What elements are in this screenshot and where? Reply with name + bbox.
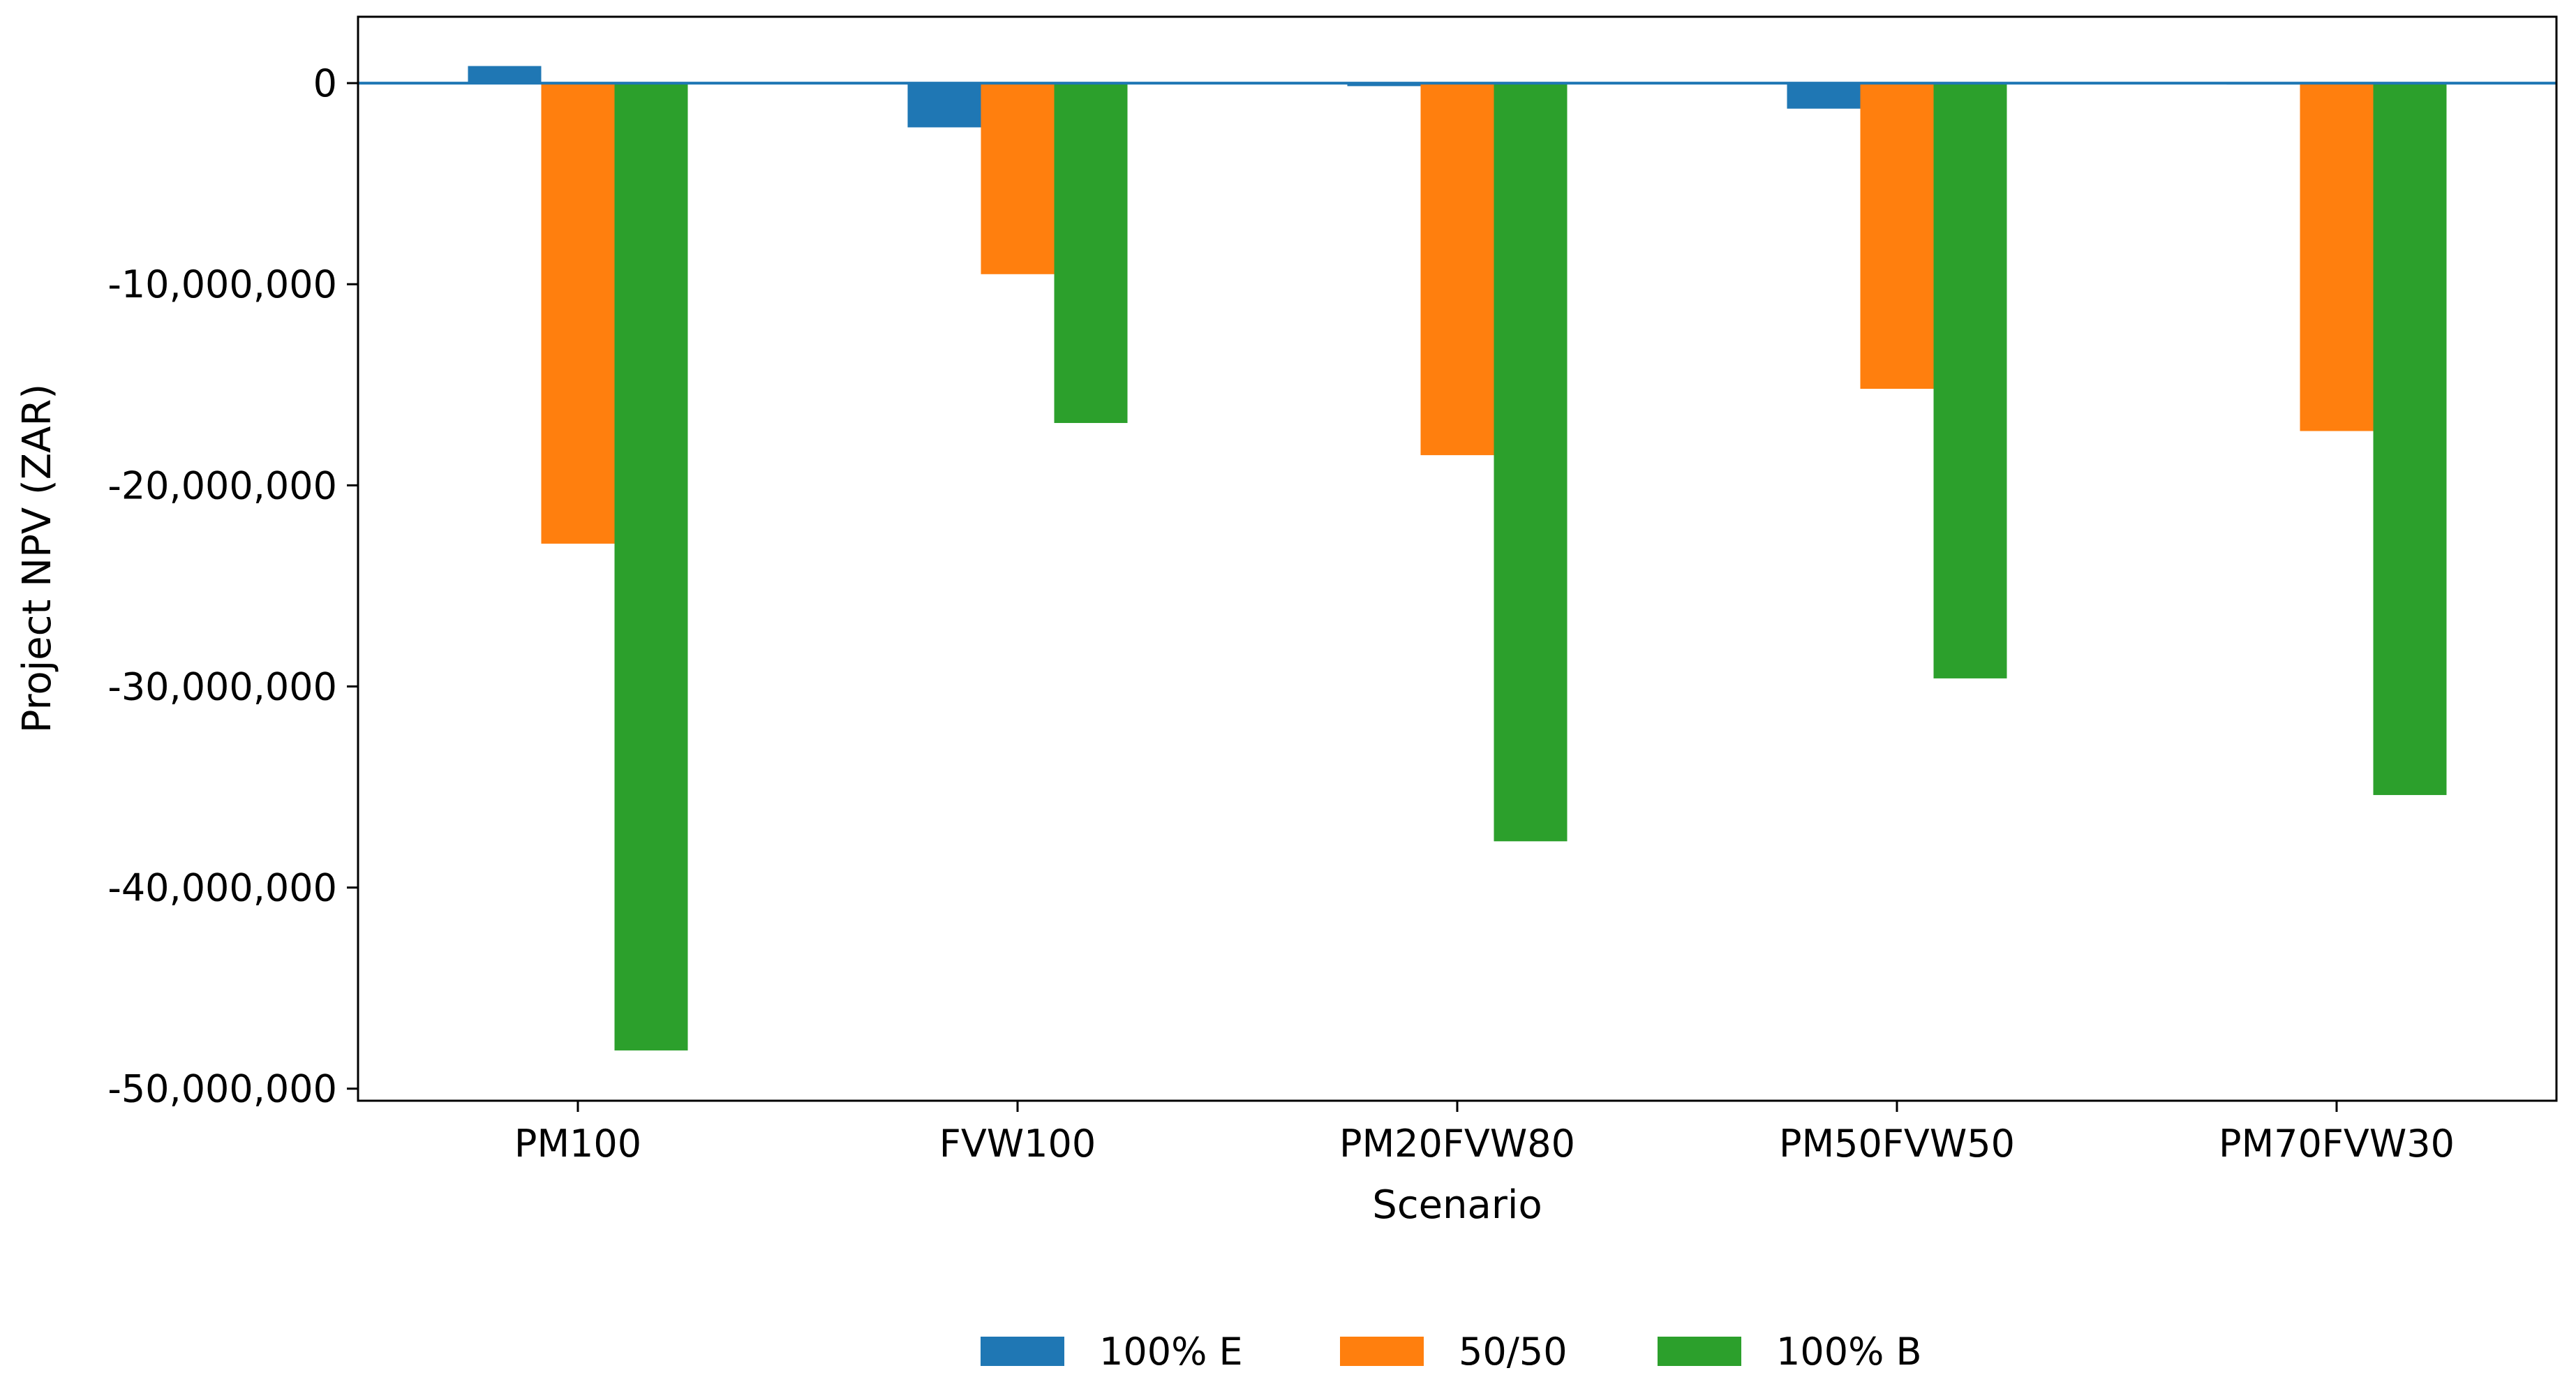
y-axis-label: Project NPV (ZAR)	[15, 384, 60, 733]
bar-pm100-0	[468, 66, 542, 84]
bars-layer	[468, 66, 2447, 1050]
y-tick-label: -30,000,000	[107, 664, 337, 708]
legend-label-1: 50/50	[1459, 1330, 1568, 1374]
y-tick-label: -10,000,000	[107, 262, 337, 306]
y-tick-label: 0	[313, 61, 337, 105]
legend-label-2: 100% B	[1776, 1330, 1922, 1374]
bar-pm100-2	[614, 83, 688, 1050]
bar-pm70fvw30-2	[2373, 83, 2447, 796]
x-tick-label: PM50FVW50	[1779, 1122, 2015, 1166]
legend: 100% E 50/50 100% B	[981, 1330, 1922, 1374]
y-axis: 0 -10,000,000 -20,000,000 -30,000,000 -40,00…	[107, 61, 358, 1111]
bar-pm50fvw50-1	[1860, 83, 1934, 389]
x-axis-label: Scenario	[1372, 1182, 1542, 1228]
bar-pm20fvw80-0	[1347, 83, 1421, 87]
bar-fvw100-0	[907, 83, 981, 128]
bar-pm70fvw30-1	[2300, 83, 2374, 431]
bar-fvw100-2	[1054, 83, 1128, 424]
x-tick-label: PM100	[514, 1122, 641, 1166]
bar-pm50fvw50-2	[1933, 83, 2007, 678]
bar-fvw100-1	[981, 83, 1055, 274]
legend-swatch-2	[1658, 1337, 1741, 1366]
x-tick-label: FVW100	[939, 1122, 1096, 1166]
legend-label-0: 100% E	[1099, 1330, 1243, 1374]
x-axis: PM100 FVW100 PM20FVW80 PM50FVW50 PM70FVW30	[514, 1101, 2455, 1166]
bar-pm50fvw50-0	[1787, 83, 1861, 109]
x-tick-label: PM70FVW30	[2219, 1122, 2455, 1166]
legend-swatch-1	[1340, 1337, 1424, 1366]
bar-pm20fvw80-2	[1494, 83, 1568, 842]
bar-pm100-1	[541, 83, 615, 544]
y-tick-label: -50,000,000	[107, 1067, 337, 1111]
y-tick-label: -20,000,000	[107, 463, 337, 507]
legend-swatch-0	[981, 1337, 1064, 1366]
x-tick-label: PM20FVW80	[1339, 1122, 1575, 1166]
bar-pm20fvw80-1	[1420, 83, 1494, 456]
y-tick-label: -40,000,000	[107, 866, 337, 910]
